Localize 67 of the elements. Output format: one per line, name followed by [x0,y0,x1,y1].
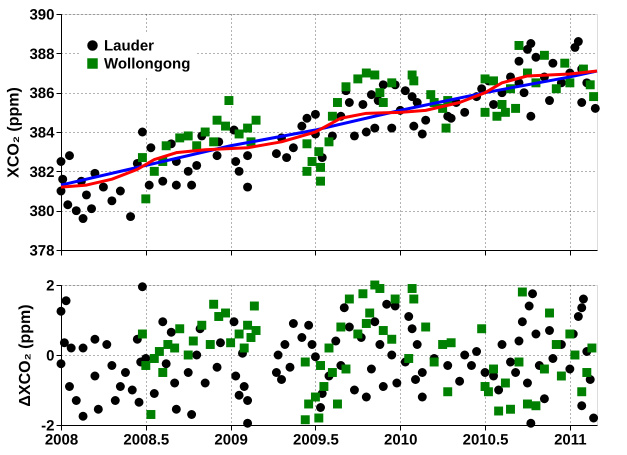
point [316,176,325,186]
y-tick-label: 390 [29,6,54,24]
point [353,74,362,84]
y-tick-label: 382 [29,164,54,181]
point [150,166,159,176]
y-tick-label: 386 [29,85,54,102]
point [586,80,595,90]
x-tick-label: 2010.5 [462,432,508,448]
legend-label: Lauder [104,38,154,54]
x-tick-label: 2008.5 [123,432,170,448]
point [552,84,561,94]
point [370,70,380,80]
point [480,108,490,117]
point [387,78,396,88]
point [209,137,218,146]
point [333,98,342,107]
point [221,122,230,131]
point [540,50,549,60]
y-tick-label: 380 [29,203,54,220]
point [489,76,498,86]
x-tick-label: 2008 [44,432,78,448]
x-tick-label: 2010 [384,432,418,448]
point [511,104,520,113]
point [514,40,524,50]
point [316,162,325,172]
point [302,166,312,176]
point [324,137,334,146]
point [560,58,570,68]
x-tick-label: 2009.5 [292,432,339,448]
point [252,116,261,125]
point [184,131,193,140]
point [589,92,598,102]
point [480,74,490,84]
point [442,124,451,133]
point [141,194,150,204]
y-tick-label: 2 [46,278,54,294]
point [162,141,171,150]
x-tick-label: 2009 [214,432,248,448]
point [138,153,147,162]
point [200,128,210,136]
y-tick-label: -2 [41,418,54,434]
point [175,133,184,142]
point [243,124,252,133]
point [328,112,337,121]
point [498,100,506,109]
point [492,112,502,121]
point [308,157,317,166]
point [234,129,244,138]
y-axis-title: XCO₂ (ppm) [5,87,22,178]
y-tick-label: 384 [29,124,56,142]
point [500,108,510,117]
y-axis-title: ΔXCO₂ (ppm) [17,304,34,407]
point [314,147,324,156]
point [341,82,350,92]
point [378,98,388,107]
point [224,96,234,106]
point [375,88,384,98]
legend-label: Wollongong [104,56,190,72]
y-tick-label: 0 [46,348,54,364]
point [212,116,222,125]
y-tick-label: 378 [29,242,54,260]
x-tick-label: 2011 [554,432,587,448]
y-tick-label: 388 [29,46,54,63]
point [409,76,418,86]
point [302,139,312,148]
point [565,78,574,88]
point [362,68,371,78]
